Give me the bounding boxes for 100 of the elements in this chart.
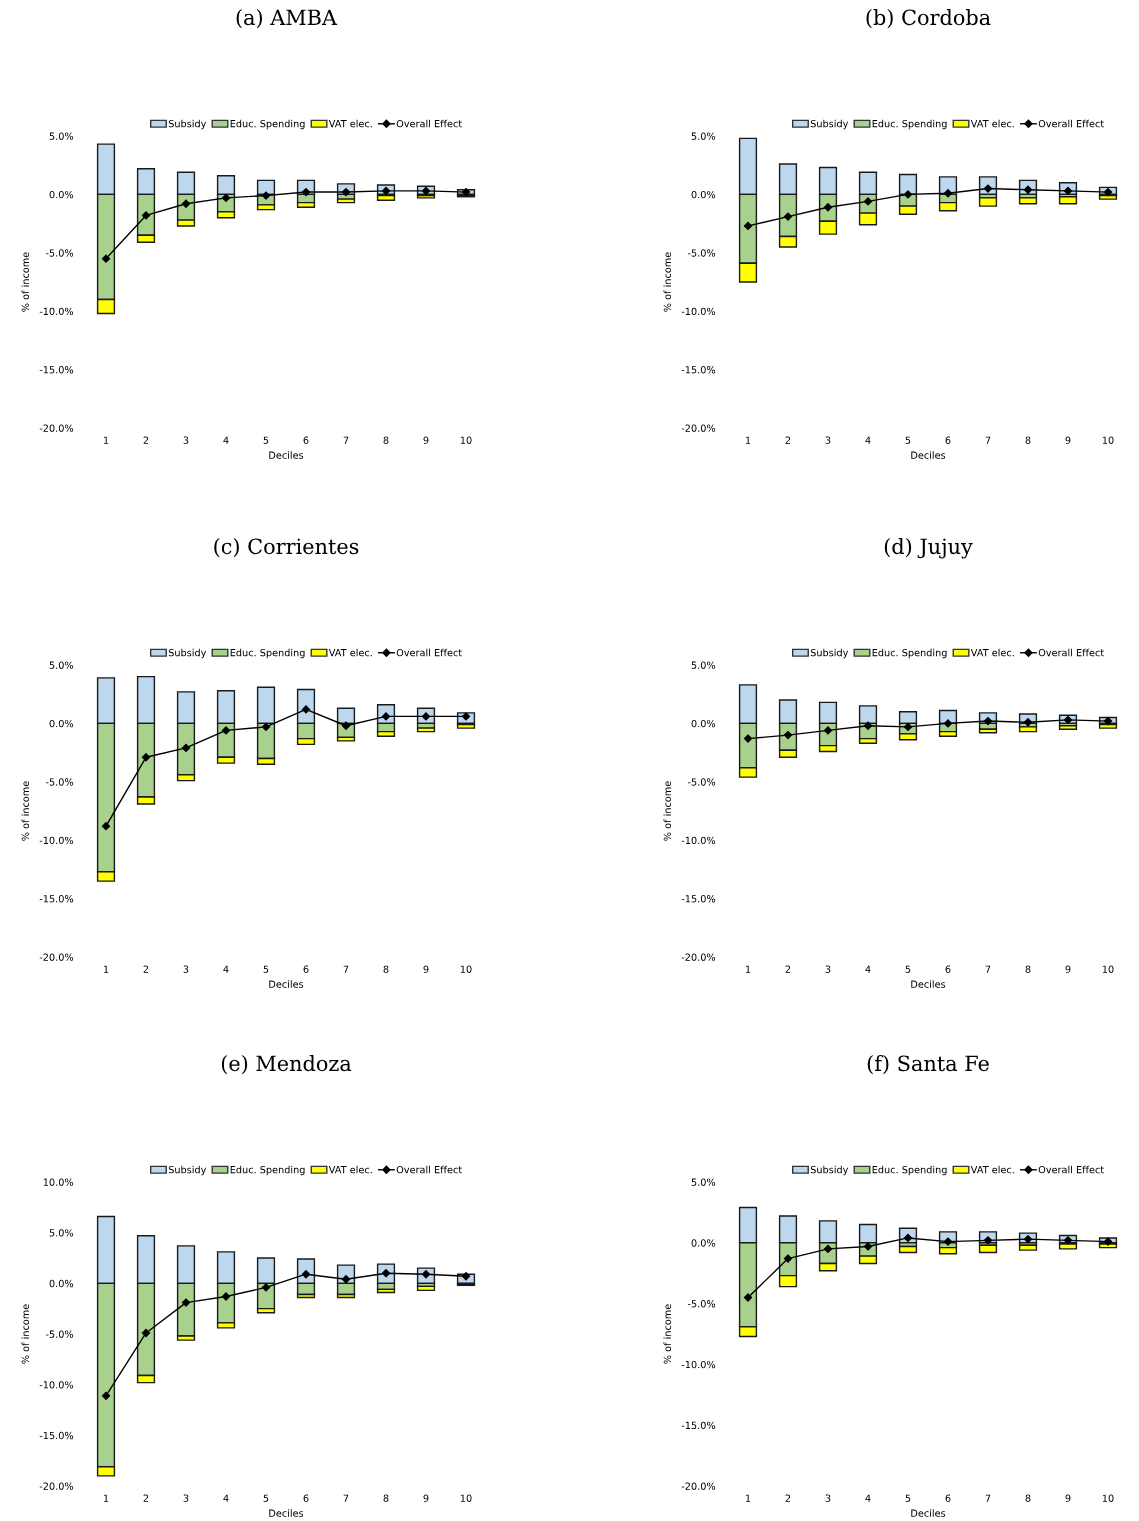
- x-tick-label: 2: [785, 965, 791, 973]
- y-tick-label: 5.0%: [49, 1229, 74, 1237]
- y-tick-label: -20.0%: [681, 953, 716, 961]
- x-tick-label: 4: [865, 1494, 871, 1502]
- x-tick-label: 7: [985, 965, 991, 973]
- x-tick-label: 3: [825, 965, 831, 973]
- x-tick-label: 2: [143, 436, 149, 444]
- x-tick-label: 6: [303, 965, 309, 973]
- legend-label: Overall Effect: [1038, 1165, 1104, 1174]
- x-tick-label: 4: [865, 965, 871, 973]
- x-tick-label: 9: [423, 1494, 429, 1502]
- legend-label: VAT elec.: [328, 119, 372, 128]
- y-tick-label: -15.0%: [681, 366, 716, 374]
- x-tick-label: 9: [1065, 436, 1071, 444]
- x-tick-label: 2: [785, 436, 791, 444]
- legend-label: Subsidy: [168, 648, 207, 659]
- legend-label: Overall Effect: [1038, 648, 1104, 657]
- x-tick-label: 6: [303, 1494, 309, 1502]
- x-tick-label: 3: [183, 965, 189, 973]
- x-tick-label: 9: [1065, 1494, 1071, 1502]
- x-tick-label: 8: [1025, 436, 1031, 444]
- y-tick-label: -15.0%: [681, 1421, 716, 1430]
- x-tick-label: 8: [1025, 965, 1031, 973]
- y-axis-title: % of income: [663, 1304, 672, 1364]
- x-axis-title: Deciles: [911, 451, 946, 459]
- y-tick-label: -5.0%: [45, 778, 74, 786]
- x-tick-label: 10: [460, 436, 472, 444]
- y-tick-label: 0.0%: [691, 719, 716, 728]
- x-axis-title: Deciles: [269, 451, 304, 459]
- x-tick-label: 9: [423, 965, 429, 973]
- legend-label: Educ. Spending: [872, 119, 947, 130]
- chart-title: (b) Cordoba: [866, 9, 991, 29]
- x-tick-label: 8: [1025, 1494, 1031, 1502]
- y-axis-title: % of income: [21, 1304, 30, 1364]
- x-tick-label: 10: [460, 1494, 472, 1502]
- chart-title: (e) Mendoza: [221, 1055, 352, 1075]
- x-tick-label: 4: [865, 436, 871, 444]
- y-tick-label: 5.0%: [49, 661, 74, 669]
- x-tick-label: 3: [183, 436, 189, 444]
- legend-label: Educ. Spending: [872, 1165, 947, 1176]
- x-tick-label: 10: [1102, 1494, 1114, 1502]
- x-tick-label: 3: [825, 436, 831, 444]
- legend-label: Subsidy: [810, 1165, 849, 1176]
- y-tick-label: -5.0%: [45, 1330, 74, 1338]
- legend-label: Overall Effect: [396, 119, 462, 128]
- x-tick-label: 5: [263, 1494, 269, 1502]
- legend-label: VAT elec.: [328, 648, 372, 657]
- legend-label: Educ. Spending: [230, 119, 305, 130]
- x-tick-label: 4: [223, 436, 229, 444]
- x-axis-title: Deciles: [911, 980, 946, 988]
- legend-label: VAT elec.: [970, 119, 1014, 128]
- y-tick-label: -10.0%: [39, 1381, 74, 1389]
- y-tick-label: 0.0%: [691, 1239, 716, 1247]
- y-tick-label: 0.0%: [49, 190, 74, 199]
- x-tick-label: 6: [303, 436, 309, 444]
- x-tick-label: 1: [103, 1494, 109, 1502]
- y-tick-label: -10.0%: [39, 836, 74, 845]
- x-tick-label: 4: [223, 1494, 229, 1502]
- legend-label: Overall Effect: [1038, 119, 1104, 128]
- y-tick-label: -20.0%: [39, 953, 74, 961]
- y-tick-label: -15.0%: [39, 1431, 74, 1440]
- y-axis-title: % of income: [663, 781, 672, 841]
- x-tick-label: 3: [825, 1494, 831, 1502]
- x-tick-label: 5: [263, 436, 269, 444]
- y-axis-title: % of income: [21, 781, 30, 841]
- chart-title: (f) Santa Fe: [867, 1055, 989, 1075]
- x-tick-label: 3: [183, 1494, 189, 1502]
- legend-label: Educ. Spending: [230, 648, 305, 659]
- y-axis-title: % of income: [21, 252, 30, 312]
- x-tick-label: 6: [945, 965, 951, 973]
- chart-title: (a) AMBA: [236, 9, 338, 29]
- legend-label: Subsidy: [168, 119, 207, 130]
- y-tick-label: -15.0%: [681, 895, 716, 903]
- y-tick-label: -5.0%: [687, 249, 716, 257]
- y-tick-label: 0.0%: [49, 1279, 74, 1288]
- y-tick-label: 5.0%: [691, 661, 716, 669]
- x-tick-label: 2: [143, 1494, 149, 1502]
- y-tick-label: -5.0%: [687, 778, 716, 786]
- y-tick-label: -20.0%: [39, 1482, 74, 1490]
- y-axis-title: % of income: [663, 252, 672, 312]
- y-tick-label: -10.0%: [681, 836, 716, 845]
- x-tick-label: 4: [223, 965, 229, 973]
- y-tick-label: 10.0%: [43, 1178, 74, 1186]
- x-axis-title: Deciles: [269, 980, 304, 988]
- legend-label: Subsidy: [168, 1165, 207, 1176]
- x-tick-label: 9: [1065, 965, 1071, 973]
- y-tick-label: -15.0%: [39, 895, 74, 903]
- x-tick-label: 5: [905, 436, 911, 444]
- y-tick-label: -10.0%: [39, 307, 74, 316]
- chart-title: (c) Corrientes: [214, 538, 359, 558]
- y-tick-label: 5.0%: [49, 132, 74, 140]
- x-tick-label: 1: [745, 436, 751, 444]
- y-tick-label: -10.0%: [681, 307, 716, 316]
- x-tick-label: 1: [745, 1494, 751, 1502]
- x-tick-label: 1: [103, 436, 109, 444]
- legend-label: Overall Effect: [396, 648, 462, 657]
- legend-label: VAT elec.: [970, 1165, 1014, 1174]
- y-tick-label: 0.0%: [691, 190, 716, 199]
- legend-label: Subsidy: [810, 648, 849, 659]
- chart-title: (d) Jujuy: [884, 538, 973, 559]
